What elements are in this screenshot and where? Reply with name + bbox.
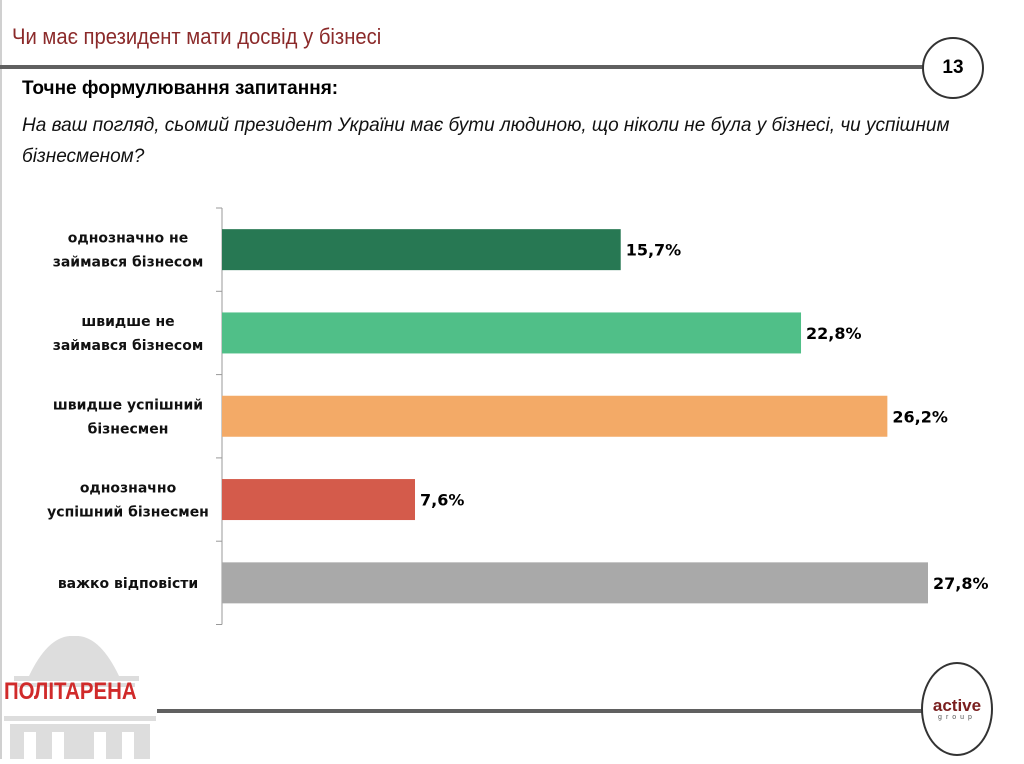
data-label: 27,8% bbox=[933, 574, 989, 593]
bar bbox=[222, 229, 621, 271]
bar-chart: 15,7% однозначно не займався бізнесом 22,8%… bbox=[47, 207, 989, 625]
category-label: однозначно не bbox=[68, 231, 188, 247]
category-label: займався бізнесом bbox=[53, 338, 204, 354]
question-text: На ваш погляд, сьомий президент України … bbox=[22, 115, 950, 167]
header-divider bbox=[0, 65, 925, 69]
category-label: займався бізнесом bbox=[53, 255, 204, 271]
category-label: швидше успішний bbox=[53, 397, 203, 413]
page-number: 13 bbox=[942, 57, 964, 78]
bar bbox=[222, 562, 928, 604]
politarena-text: ПОЛІТАРЕНА bbox=[4, 678, 137, 705]
slide-title: Чи має президент мати досвід у бізнесі bbox=[12, 24, 382, 49]
question-heading: Точне формулювання запитання: bbox=[22, 78, 339, 99]
bar bbox=[222, 395, 888, 437]
data-label: 22,8% bbox=[806, 324, 862, 343]
category-label: однозначно bbox=[80, 481, 177, 497]
active-group-logo: active group bbox=[921, 662, 993, 756]
slide-edge bbox=[0, 0, 2, 759]
category-label: важко відповісти bbox=[58, 576, 198, 592]
page-number-badge: 13 bbox=[922, 37, 984, 99]
category-label: бізнесмен bbox=[88, 421, 169, 437]
bar bbox=[222, 479, 416, 521]
active-text: active bbox=[932, 696, 982, 715]
politarena-logo: ПОЛІТАРЕНА bbox=[4, 635, 156, 764]
group-text: group bbox=[938, 714, 976, 721]
parliament-building-icon bbox=[4, 635, 156, 759]
category-label: успішний бізнесмен bbox=[47, 505, 209, 521]
data-label: 26,2% bbox=[892, 407, 948, 426]
data-label: 7,6% bbox=[420, 491, 464, 510]
category-label: швидше не bbox=[81, 314, 174, 330]
data-label: 15,7% bbox=[626, 241, 682, 260]
footer-divider bbox=[157, 709, 927, 713]
bar bbox=[222, 312, 802, 354]
